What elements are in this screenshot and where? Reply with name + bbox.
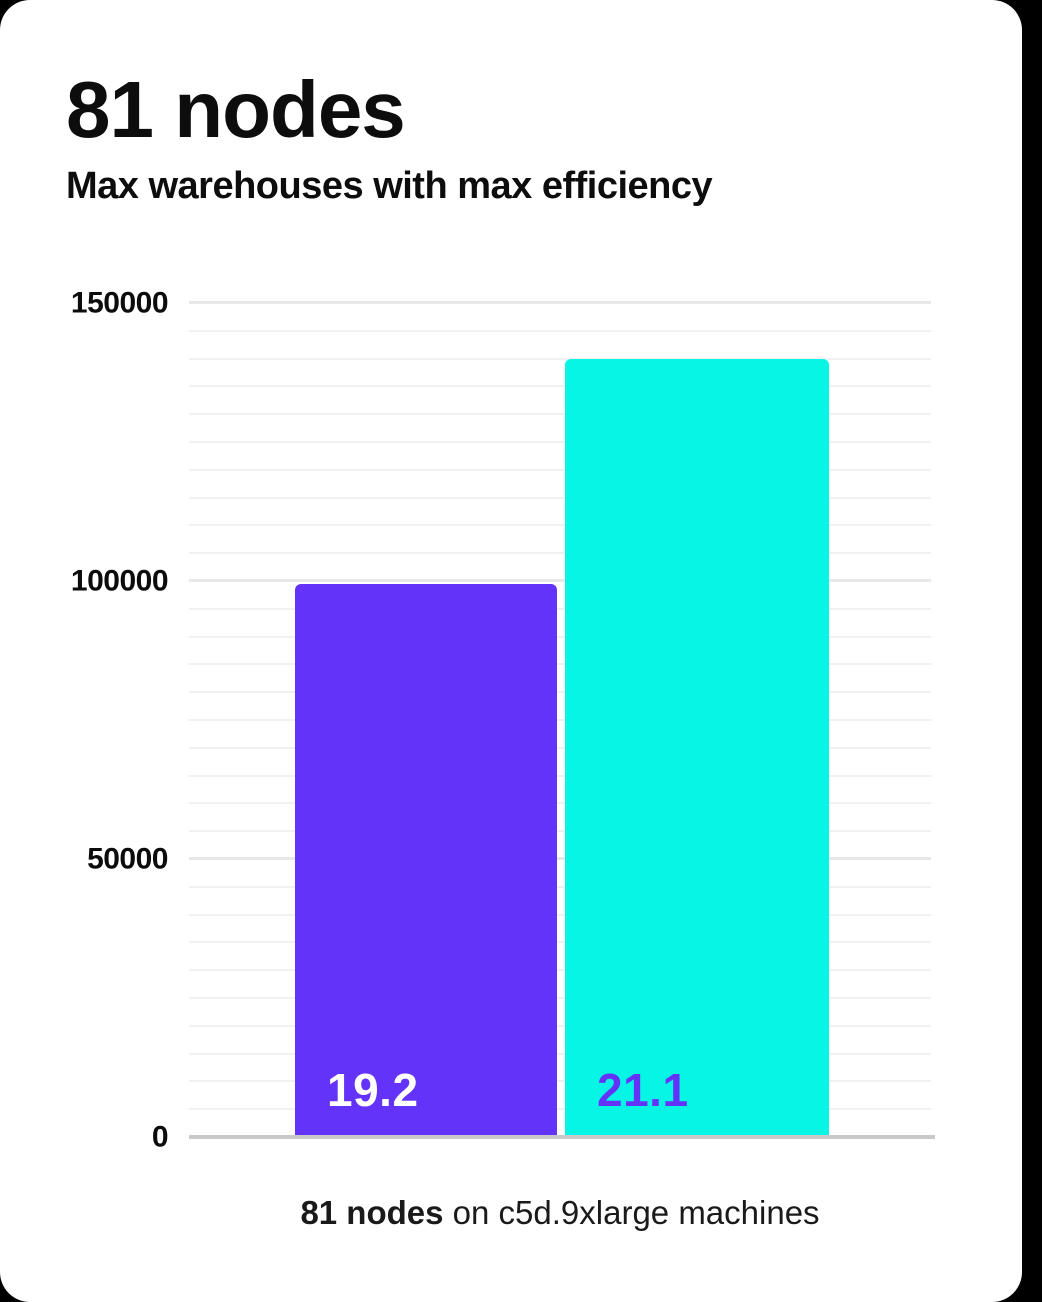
minor-gridline	[189, 357, 931, 360]
minor-gridline	[189, 607, 931, 610]
minor-gridline	[189, 746, 931, 749]
y-axis-tick-label: 150000	[70, 286, 169, 320]
minor-gridline	[189, 719, 931, 721]
caption-regular-text: on c5d.9xlarge machines	[443, 1194, 820, 1231]
minor-gridline	[189, 1080, 931, 1083]
minor-gridline	[189, 385, 931, 388]
bar-value-label: 19.2	[327, 1064, 419, 1116]
minor-gridline	[189, 997, 931, 1000]
minor-gridline	[189, 468, 931, 471]
major-gridline	[189, 579, 931, 583]
minor-gridline	[189, 691, 931, 694]
major-gridline	[189, 857, 931, 861]
minor-gridline	[189, 663, 931, 666]
minor-gridline	[189, 329, 931, 332]
page-title: 81 nodes	[66, 65, 406, 154]
chart-caption: 81 nodes on c5d.9xlarge machines	[189, 1192, 931, 1233]
minor-gridline	[189, 413, 931, 416]
minor-gridline	[189, 941, 931, 944]
minor-gridline	[189, 913, 931, 916]
chart-subtitle: Max warehouses with max efficiency	[66, 165, 713, 207]
minor-gridline	[189, 635, 931, 638]
caption-bold-text: 81 nodes	[300, 1194, 444, 1231]
minor-gridline	[189, 1052, 931, 1055]
y-axis-tick-labels: 0 50000 100000 150000	[60, 288, 169, 1152]
minor-gridline	[189, 774, 931, 777]
y-axis-tick-label: 0	[151, 1120, 169, 1154]
minor-gridline	[189, 552, 931, 555]
bar-19.2: 19.2	[295, 583, 557, 1137]
minor-gridline	[189, 830, 931, 833]
minor-gridline	[189, 524, 931, 527]
minor-gridline	[189, 885, 931, 888]
y-axis-tick-label: 100000	[70, 564, 169, 598]
bar-value-label: 21.1	[597, 1064, 689, 1116]
bar-21.1: 21.1	[565, 358, 829, 1137]
y-axis-tick-label: 50000	[87, 842, 168, 876]
major-gridline	[189, 301, 931, 304]
minor-gridline	[189, 969, 931, 972]
x-axis-line	[189, 1135, 935, 1139]
minor-gridline	[189, 496, 931, 499]
minor-gridline	[189, 441, 931, 443]
minor-gridline	[189, 1024, 931, 1027]
minor-gridline	[189, 1108, 931, 1111]
minor-gridline	[189, 802, 931, 805]
bar-chart-plot-area: 19.2 21.1	[189, 301, 935, 1139]
